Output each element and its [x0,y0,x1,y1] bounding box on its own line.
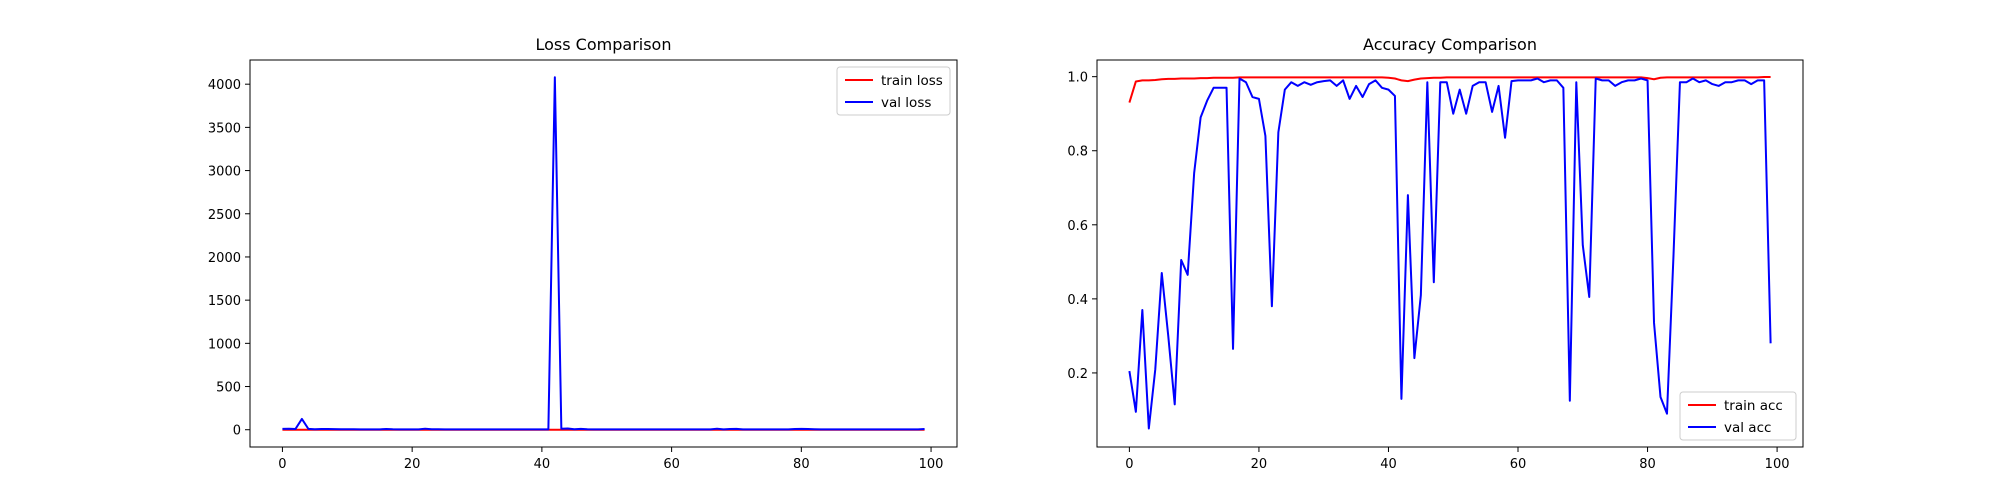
x-tick-label: 20 [1251,457,1268,472]
chart-title: Loss Comparison [536,35,672,54]
y-tick-label: 3000 [208,165,241,180]
y-tick-label: 0.6 [1067,219,1088,234]
x-tick-label: 0 [278,457,286,472]
legend-label: train acc [1724,398,1783,414]
x-tick-label: 100 [1765,457,1790,472]
x-tick-label: 60 [663,457,680,472]
x-tick-label: 40 [534,457,551,472]
x-tick-label: 80 [793,457,810,472]
axes-frame [249,59,958,448]
y-tick-label: 0.4 [1067,293,1088,308]
x-tick-label: 100 [919,457,944,472]
accuracy-comparison-plot: Accuracy Comparison 0 20 40 60 80 100 0.2 0.4 0.6… [1067,35,1804,472]
y-tick-label: 0.8 [1067,145,1088,160]
y-tick-label: 1000 [208,337,241,352]
axes-frame [1096,59,1804,448]
legend-label: val loss [881,95,931,111]
val-acc-series-line [1128,77,1772,430]
y-tick-label: 500 [216,381,241,396]
y-tick-label: 1.0 [1067,71,1088,86]
x-tick-label: 80 [1639,457,1656,472]
x-tick-label: 60 [1510,457,1527,472]
legend-label: train loss [881,73,943,89]
x-tick-label: 0 [1125,457,1133,472]
legend-label: val acc [1724,420,1771,436]
y-tick-label: 3500 [208,121,241,136]
chart-title: Accuracy Comparison [1363,35,1537,54]
train-acc-series-line [1128,76,1771,103]
y-tick-label: 1500 [208,294,241,309]
y-tick-label: 0 [233,424,241,439]
y-tick-label: 4000 [208,78,241,93]
x-tick-label: 20 [404,457,421,472]
y-tick-label: 2000 [208,251,241,266]
x-tick-label: 40 [1380,457,1397,472]
y-tick-label: 0.2 [1067,367,1088,382]
val-loss-series-line [282,76,925,431]
y-tick-label: 2500 [208,208,241,223]
